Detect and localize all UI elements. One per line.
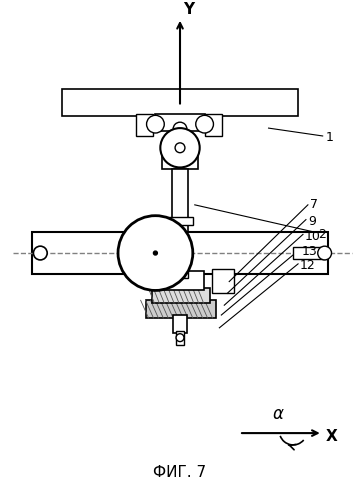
Text: 10: 10 [305,230,321,243]
Circle shape [160,128,200,168]
Bar [152,288,209,303]
Circle shape [173,122,187,136]
Circle shape [153,251,157,255]
Circle shape [34,246,47,260]
Bar [213,269,234,293]
Text: Y: Y [183,2,194,17]
Bar [173,315,187,332]
Circle shape [196,116,213,133]
Bar [156,114,205,131]
Circle shape [318,246,331,260]
Bar [32,232,327,274]
Circle shape [175,143,185,152]
Text: 13: 13 [302,244,318,258]
Text: X: X [326,428,338,444]
Bar [62,88,298,117]
Bar [145,300,216,318]
Text: 7: 7 [310,198,318,211]
Text: 12: 12 [300,260,316,272]
Bar [136,114,153,136]
Bar [158,271,204,290]
Text: 2: 2 [318,228,326,241]
Text: $\alpha$: $\alpha$ [273,406,285,423]
Text: ФИГ. 7: ФИГ. 7 [153,466,206,480]
Bar [162,150,198,170]
Bar [205,114,222,136]
Circle shape [118,216,193,290]
Bar [176,331,184,344]
Bar [172,170,188,234]
Text: 9: 9 [308,215,316,228]
Circle shape [147,116,164,133]
Bar [172,258,188,278]
Circle shape [176,334,184,342]
Bar [167,216,193,224]
Text: 1: 1 [326,132,334,144]
Bar [293,247,325,259]
